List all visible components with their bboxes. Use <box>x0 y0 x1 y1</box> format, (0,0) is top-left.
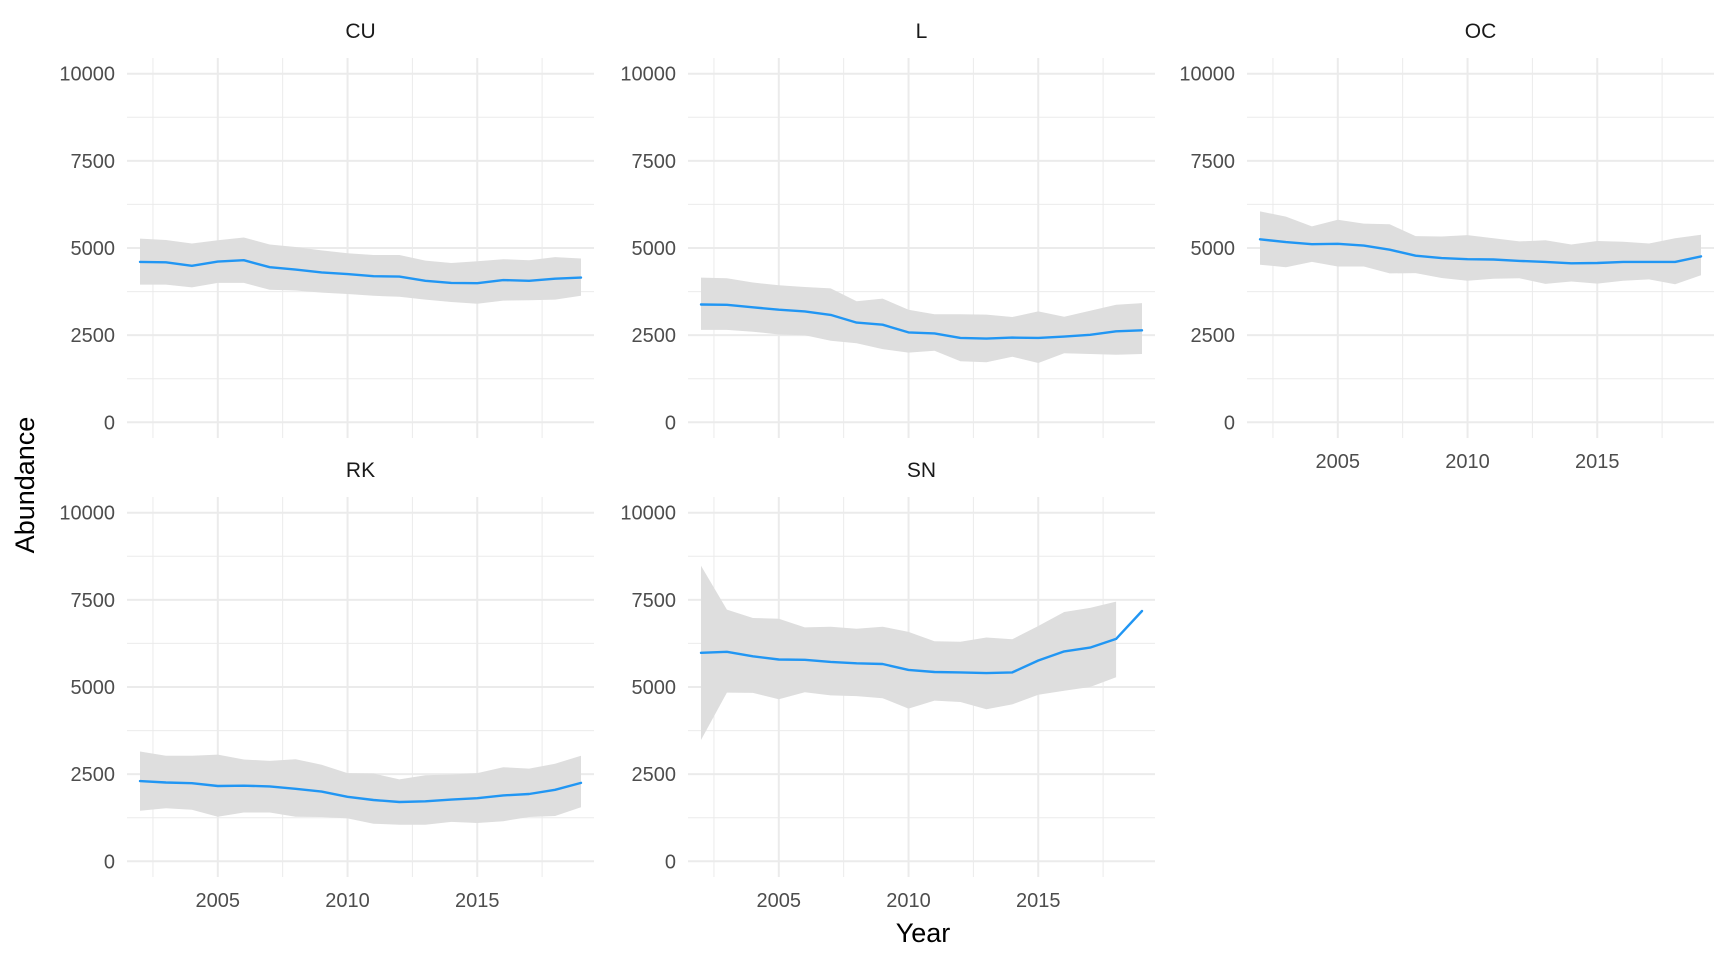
x-tick-label: 2005 <box>757 890 802 912</box>
y-tick-label: 5000 <box>632 238 677 260</box>
panel-rk: RK 0 2500 5000 7500 10000 2005 2010 2015 <box>59 459 594 912</box>
y-tick-label: 5000 <box>632 677 677 699</box>
y-tick-label: 10000 <box>59 64 115 86</box>
y-tick-label: 2500 <box>71 325 116 347</box>
confidence-ribbon-l <box>701 277 1142 363</box>
confidence-ribbon-cu <box>140 237 581 304</box>
series-line-sn <box>699 609 1144 675</box>
y-tick-label: 5000 <box>71 677 116 699</box>
y-tick-label: 7500 <box>1191 151 1236 173</box>
y-tick-label: 10000 <box>620 64 676 86</box>
y-tick-label: 10000 <box>59 503 115 525</box>
series-line-rk <box>138 779 583 804</box>
y-axis-title: Abundance <box>10 417 40 554</box>
y-tick-label: 10000 <box>1179 64 1235 86</box>
y-tick-label: 0 <box>665 412 676 434</box>
x-tick-label: 2005 <box>1316 451 1361 473</box>
panel-l: L 0 2500 5000 7500 10000 <box>620 20 1155 438</box>
x-tick-label: 2010 <box>325 890 370 912</box>
panel-label: OC <box>1465 20 1497 43</box>
y-tick-label: 0 <box>1224 412 1235 434</box>
x-tick-label: 2010 <box>886 890 931 912</box>
y-tick-label: 7500 <box>71 590 116 612</box>
y-tick-label: 7500 <box>632 151 677 173</box>
series-line-oc <box>1258 238 1703 265</box>
y-tick-label: 10000 <box>620 503 676 525</box>
y-tick-label: 5000 <box>71 238 116 260</box>
y-tick-label: 2500 <box>632 764 677 786</box>
y-tick-label: 2500 <box>1191 325 1236 347</box>
panel-label: L <box>916 20 928 43</box>
panel-label: CU <box>345 20 375 43</box>
panel-sn: SN 0 2500 5000 7500 10000 2005 2010 2015 <box>620 459 1155 912</box>
confidence-ribbon-oc <box>1260 211 1701 285</box>
series-line-cu <box>138 259 583 285</box>
series-line-l <box>699 303 1144 340</box>
y-tick-label: 0 <box>665 851 676 873</box>
y-tick-label: 5000 <box>1191 238 1236 260</box>
x-tick-label: 2005 <box>196 890 241 912</box>
y-tick-label: 0 <box>104 412 115 434</box>
y-tick-label: 7500 <box>632 590 677 612</box>
panel-cu: CU 0 2500 5000 7500 10000 <box>59 20 594 438</box>
y-tick-label: 0 <box>104 851 115 873</box>
x-tick-label: 2015 <box>1016 890 1061 912</box>
x-tick-label: 2010 <box>1445 451 1490 473</box>
x-tick-label: 2015 <box>1575 451 1620 473</box>
x-tick-label: 2015 <box>455 890 500 912</box>
panel-label: RK <box>346 459 375 482</box>
confidence-ribbon-rk <box>140 751 581 825</box>
y-tick-label: 2500 <box>632 325 677 347</box>
y-tick-label: 2500 <box>71 764 116 786</box>
confidence-ribbon-sn <box>701 565 1117 740</box>
panels: CU025005000750010000L025005000750010000O… <box>59 20 1714 912</box>
y-tick-label: 7500 <box>71 151 116 173</box>
panel-oc: OC 0 2500 5000 7500 10000 2005 2010 2015 <box>1179 20 1714 473</box>
panel-label: SN <box>907 459 936 482</box>
x-axis-title: Year <box>896 918 951 948</box>
